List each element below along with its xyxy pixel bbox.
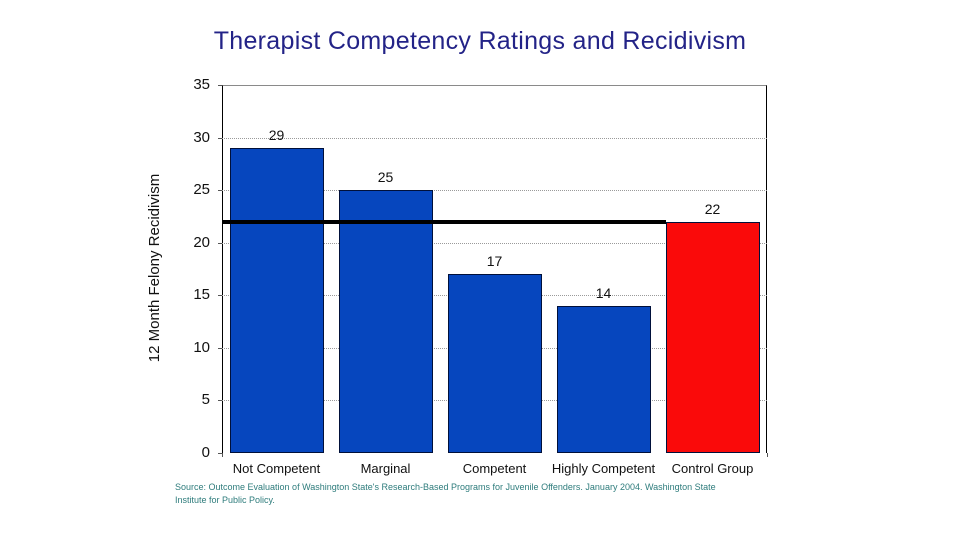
bar-value-label-4: 22 — [704, 200, 721, 217]
y-tick-label-0: 0 — [201, 444, 210, 461]
bar-marginal — [338, 190, 433, 453]
source-text-line1: Source: Outcome Evaluation of Washington… — [175, 482, 716, 492]
y-tick-mark-5 — [218, 400, 222, 402]
y-tick-mark-15 — [218, 295, 222, 297]
y-tick-label-20: 20 — [193, 233, 210, 251]
gridline-25 — [222, 190, 767, 192]
bar-value-label-2: 17 — [486, 253, 503, 270]
y-tick-mark-0 — [218, 453, 222, 454]
y-tick-label-35: 35 — [193, 76, 210, 93]
bar-value-label-1: 25 — [377, 169, 394, 186]
x-axis-tick-left — [222, 453, 223, 457]
y-tick-mark-20 — [218, 242, 222, 244]
bar-value-label-0: 29 — [268, 127, 285, 144]
bar-competent — [447, 274, 542, 453]
gridline-30 — [222, 137, 767, 139]
y-tick-mark-25 — [218, 190, 222, 192]
x-category-label-2: Competent — [462, 461, 527, 476]
y-tick-label-25: 25 — [193, 181, 210, 199]
bar-highly-competent — [556, 305, 651, 453]
x-category-label-1: Marginal — [360, 461, 411, 476]
page-title: Therapist Competency Ratings and Recidiv… — [213, 27, 747, 55]
y-axis-title: 12 Month Felony Recidivism — [146, 173, 163, 363]
x-axis-tick-right — [767, 453, 768, 457]
bar-value-label-3: 14 — [595, 284, 612, 301]
bar-control-group — [665, 221, 760, 453]
y-tick-label-5: 5 — [201, 391, 210, 409]
bar-not-competent — [229, 148, 324, 453]
y-tick-label-10: 10 — [193, 338, 210, 356]
x-category-label-4: Control Group — [671, 461, 754, 476]
source-text: Source: Outcome Evaluation of Washington… — [175, 481, 755, 507]
x-category-label-3: Highly Competent — [551, 461, 656, 476]
y-tick-label-30: 30 — [193, 128, 210, 146]
y-tick-label-15: 15 — [193, 286, 210, 304]
y-tick-mark-30 — [218, 137, 222, 139]
x-category-label-0: Not Competent — [232, 461, 321, 476]
y-tick-mark-10 — [218, 347, 222, 349]
y-tick-mark-35 — [218, 85, 222, 86]
reference-line — [222, 219, 666, 224]
plot-area — [222, 85, 767, 453]
source-text-line2: Institute for Public Policy. — [175, 495, 275, 505]
gridline-20 — [222, 242, 767, 244]
